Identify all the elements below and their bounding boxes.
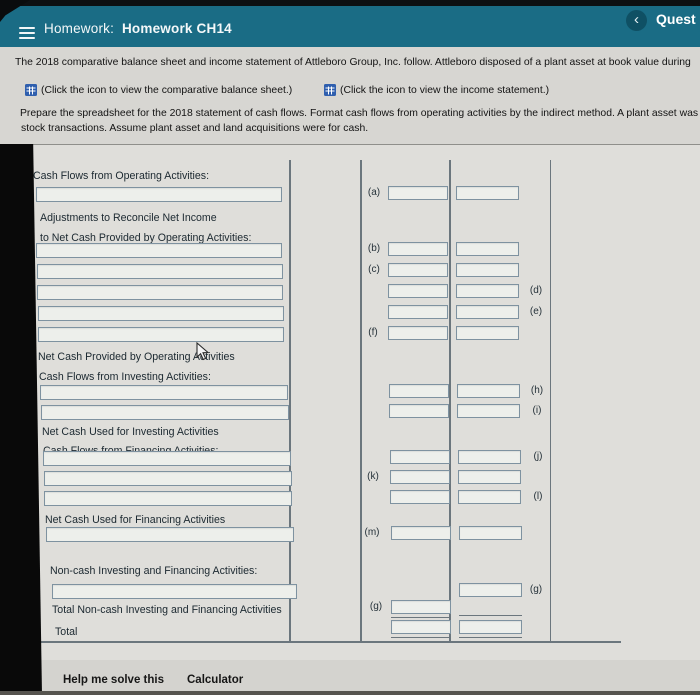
desc-input-row-e[interactable] (38, 306, 284, 321)
net-investing-label: Net Cash Used for Investing Activities (42, 426, 219, 438)
ref-letter-a: (a) (367, 187, 381, 198)
desc-input-row-m[interactable] (46, 527, 294, 542)
column-divider-4 (550, 160, 551, 642)
amount2-input-row-j[interactable] (458, 450, 521, 464)
ref-letter-b: (b) (367, 243, 381, 254)
amount1-input-row-d[interactable] (388, 284, 448, 298)
amount2-input-row-l[interactable] (458, 490, 521, 504)
total-double-rule-col1 (391, 637, 451, 638)
desc-input-row-b[interactable] (36, 243, 282, 258)
amount1-input-row-e[interactable] (388, 305, 448, 319)
screen-bottom-edge (0, 691, 700, 695)
amount2-input-row-c[interactable] (456, 263, 519, 277)
column-divider-2 (360, 160, 362, 642)
amount1-input-total[interactable] (391, 620, 451, 634)
amount1-input-row-k[interactable] (390, 470, 450, 484)
ref-letter-f: (f) (368, 327, 378, 338)
investing-header-label: Cash Flows from Investing Activities: (39, 371, 211, 383)
amount2-input-row-i[interactable] (457, 404, 520, 418)
amount1-input-row-b[interactable] (388, 242, 448, 256)
desc-input-row-h[interactable] (40, 385, 288, 400)
instruction-line-1: The 2018 comparative balance sheet and i… (15, 57, 691, 68)
back-chevron-icon: ‹ (634, 11, 639, 28)
amount1-input-row-m[interactable] (391, 526, 451, 540)
worksheet: Cash Flows from Operating Activities: Ad… (0, 145, 700, 660)
ref-letter-l: (l) (533, 491, 543, 502)
desc-input-row-a[interactable] (36, 187, 282, 202)
amount1-input-row-j[interactable] (390, 450, 450, 464)
total-double-rule-col2 (459, 637, 522, 638)
ref-letter-i: (i) (532, 405, 542, 416)
column-divider-1 (289, 160, 291, 642)
amount1-input-row-h[interactable] (389, 384, 449, 398)
subtotal-rule-col1 (391, 617, 451, 618)
operating-header-label: Cash Flows from Operating Activities: (33, 170, 210, 182)
desc-input-row-k[interactable] (44, 471, 292, 486)
amount1-input-row-l[interactable] (390, 490, 450, 504)
net-operating-label: Net Cash Provided by Operating Activitie… (38, 351, 235, 363)
income-statement-link[interactable]: (Click the icon to view the income state… (340, 85, 550, 96)
amount2-input-row-a[interactable] (456, 186, 519, 200)
amount2-input-row-k[interactable] (458, 470, 521, 484)
instruction-line-4: stock transactions. Assume plant asset a… (21, 123, 369, 134)
hamburger-menu-icon[interactable] (19, 27, 35, 39)
table-bottom-rule (33, 641, 621, 643)
total-noncash-label: Total Non-cash Investing and Financing A… (52, 604, 282, 616)
amount2-input-row-h[interactable] (457, 384, 520, 398)
amount1-input-row-a[interactable] (388, 186, 448, 200)
nav-question-label[interactable]: Quest (656, 11, 696, 27)
column-divider-3 (449, 160, 451, 642)
ref-letter-k: (k) (367, 471, 379, 482)
calculator-link[interactable]: Calculator (187, 674, 244, 686)
footer-toolbar: Help me solve this Calculator (0, 660, 700, 695)
desc-input-row-j[interactable] (43, 451, 291, 466)
help-me-solve-this-link[interactable]: Help me solve this (63, 674, 164, 686)
amount1-input-row-c[interactable] (388, 263, 448, 277)
ref-letter-d: (d) (529, 285, 543, 296)
ref-letter-m: (m) (364, 527, 380, 538)
noncash-header-label: Non-cash Investing and Financing Activit… (50, 565, 258, 577)
instructions-panel: The 2018 comparative balance sheet and i… (0, 47, 700, 145)
income-statement-icon[interactable] (324, 84, 336, 96)
desc-input-row-i[interactable] (41, 405, 289, 420)
ref-letter-h: (h) (530, 385, 544, 396)
page-title: Homework: Homework CH14 (44, 21, 232, 36)
ref-letter-e: (e) (529, 306, 543, 317)
balance-sheet-link[interactable]: (Click the icon to view the comparative … (41, 85, 293, 96)
amount1-input-total-noncash[interactable] (391, 600, 451, 614)
net-financing-label: Net Cash Used for Financing Activities (45, 514, 226, 526)
ref-letter-c: (c) (368, 264, 380, 275)
desc-input-noncash[interactable] (52, 584, 297, 599)
subtotal-rule-col2 (459, 615, 522, 616)
amount2-input-row-d[interactable] (456, 284, 519, 298)
back-button[interactable]: ‹ (626, 10, 647, 31)
amount2-input-noncash[interactable] (459, 583, 522, 597)
adjustments-label-line2: to Net Cash Provided by Operating Activi… (40, 232, 252, 244)
ref-letter-g-total: (g) (369, 601, 383, 612)
desc-input-row-l[interactable] (44, 491, 292, 506)
app-header: Homework: Homework CH14 ‹ Quest (0, 6, 700, 47)
amount2-input-row-e[interactable] (456, 305, 519, 319)
amount2-input-row-f[interactable] (456, 326, 519, 340)
amount1-input-row-i[interactable] (389, 404, 449, 418)
amount2-input-row-b[interactable] (456, 242, 519, 256)
amount1-input-row-f[interactable] (388, 326, 448, 340)
amount2-input-row-m[interactable] (459, 526, 522, 540)
instruction-line-3: Prepare the spreadsheet for the 2018 sta… (20, 108, 699, 119)
total-label: Total (55, 626, 78, 638)
amount2-input-total[interactable] (459, 620, 522, 634)
adjustments-label-line1: Adjustments to Reconcile Net Income (40, 212, 217, 224)
desc-input-row-d[interactable] (37, 285, 283, 300)
ref-letter-g-noncash: (g) (529, 584, 543, 595)
desc-input-row-c[interactable] (37, 264, 283, 279)
balance-sheet-icon[interactable] (25, 84, 37, 96)
screen-top-edge (0, 0, 700, 6)
ref-letter-j: (j) (533, 451, 543, 462)
mouse-cursor-icon (196, 342, 210, 361)
desc-input-row-f[interactable] (38, 327, 284, 342)
